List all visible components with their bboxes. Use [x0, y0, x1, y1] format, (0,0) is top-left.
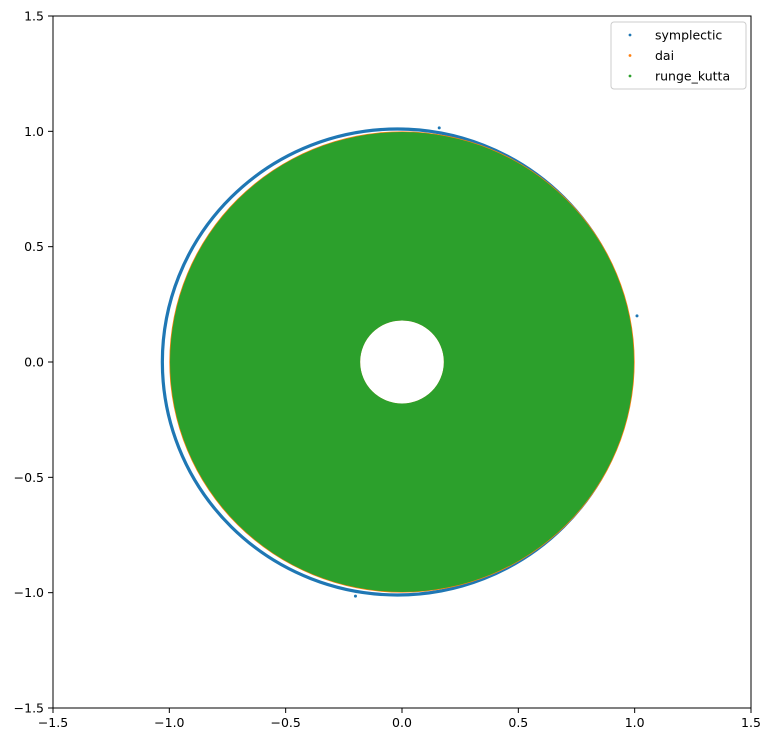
legend-box [610, 21, 747, 90]
y-tick-label: 1.5 [24, 9, 44, 24]
series-symplectic-point-3 [165, 406, 169, 410]
series-symplectic-point-0 [437, 126, 441, 130]
y-tick-label: 1.0 [24, 124, 44, 139]
series-symplectic-point-2 [353, 594, 357, 598]
legend-label-dai: dai [655, 48, 674, 63]
series-runge-kutta-annulus [170, 132, 634, 592]
x-axis: −1.5 −1.0 −0.5 0.0 0.5 1.0 1.5 [38, 708, 761, 730]
legend-marker-runge-kutta [628, 74, 632, 78]
legend-marker-dai [628, 54, 632, 57]
series-symplectic-point-1 [635, 314, 639, 318]
plot-area [160, 126, 639, 598]
y-tick-label: −1.5 [14, 701, 44, 716]
y-tick-label: −1.0 [14, 585, 44, 600]
y-tick-label: 0.0 [24, 355, 44, 370]
y-axis: −1.5 −1.0 −0.5 0.0 0.5 1.0 1.5 [14, 9, 53, 716]
y-tick-label: 0.5 [24, 239, 44, 254]
x-tick-label: −0.5 [270, 715, 300, 730]
x-tick-label: 1.5 [741, 715, 761, 730]
x-tick-label: 1.0 [625, 715, 645, 730]
y-tick-label: −0.5 [14, 470, 44, 485]
x-tick-label: 0.5 [508, 715, 528, 730]
legend-label-runge-kutta: runge_kutta [655, 69, 730, 84]
x-tick-label: −1.0 [154, 715, 184, 730]
legend: symplectic dai runge_kutta [610, 21, 747, 90]
legend-label-symplectic: symplectic [655, 28, 722, 43]
x-tick-label: −1.5 [38, 715, 68, 730]
x-tick-label: 0.0 [392, 715, 412, 730]
legend-marker-symplectic [628, 33, 632, 37]
